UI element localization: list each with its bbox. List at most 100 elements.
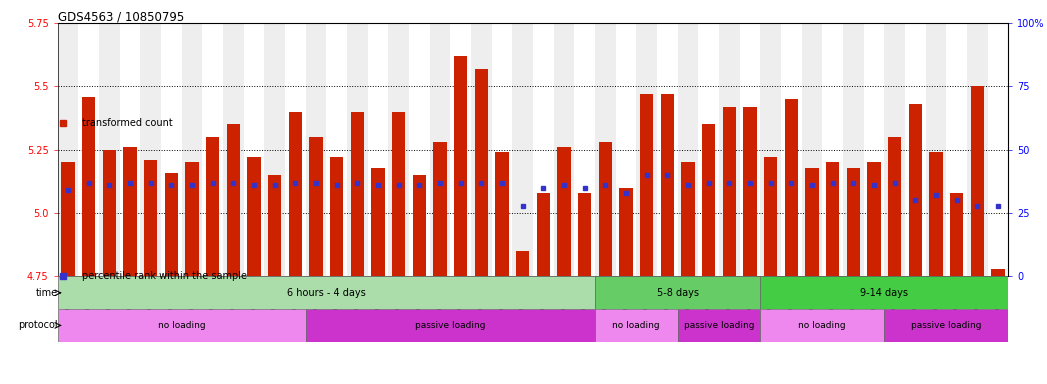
Bar: [124, 147, 137, 276]
Bar: [98, 23, 119, 276]
Bar: [619, 188, 632, 276]
Bar: [495, 152, 509, 276]
Bar: [161, 23, 181, 276]
Bar: [58, 276, 595, 309]
Bar: [760, 309, 885, 342]
Bar: [843, 23, 864, 276]
Bar: [557, 147, 571, 276]
Bar: [536, 193, 550, 276]
Text: 5-8 days: 5-8 days: [656, 288, 698, 298]
Bar: [739, 23, 760, 276]
Bar: [512, 23, 533, 276]
Bar: [143, 160, 157, 276]
Text: passive loading: passive loading: [911, 321, 981, 330]
Bar: [781, 23, 802, 276]
Bar: [185, 162, 199, 276]
Bar: [409, 23, 429, 276]
Bar: [805, 167, 819, 276]
Bar: [285, 23, 306, 276]
Bar: [351, 112, 364, 276]
Bar: [677, 309, 760, 342]
Bar: [347, 23, 367, 276]
Text: 6 hours - 4 days: 6 hours - 4 days: [287, 288, 365, 298]
Text: no loading: no loading: [158, 321, 205, 330]
Bar: [181, 23, 202, 276]
Bar: [58, 309, 306, 342]
Bar: [247, 157, 261, 276]
Bar: [701, 124, 715, 276]
Bar: [306, 23, 327, 276]
Bar: [885, 23, 905, 276]
Text: no loading: no loading: [612, 321, 660, 330]
Text: 9-14 days: 9-14 days: [861, 288, 908, 298]
Bar: [682, 162, 694, 276]
Bar: [450, 23, 471, 276]
Bar: [946, 23, 967, 276]
Bar: [268, 175, 282, 276]
Bar: [367, 23, 388, 276]
Bar: [595, 23, 616, 276]
Bar: [327, 23, 347, 276]
Bar: [867, 162, 881, 276]
Bar: [492, 23, 512, 276]
Bar: [847, 167, 860, 276]
Bar: [533, 23, 554, 276]
Bar: [226, 124, 240, 276]
Bar: [119, 23, 140, 276]
Bar: [967, 23, 987, 276]
Bar: [202, 23, 223, 276]
Bar: [656, 23, 677, 276]
Bar: [905, 23, 926, 276]
Bar: [206, 137, 219, 276]
Bar: [61, 162, 74, 276]
Bar: [223, 23, 244, 276]
Bar: [595, 276, 760, 309]
Bar: [289, 112, 302, 276]
Bar: [595, 309, 677, 342]
Bar: [578, 193, 592, 276]
Bar: [822, 23, 843, 276]
Bar: [309, 137, 322, 276]
Bar: [140, 23, 161, 276]
Bar: [722, 107, 736, 276]
Bar: [764, 157, 777, 276]
Bar: [433, 142, 447, 276]
Bar: [599, 142, 612, 276]
Bar: [971, 86, 984, 276]
Bar: [306, 309, 595, 342]
Bar: [909, 104, 922, 276]
Bar: [429, 23, 450, 276]
Text: protocol: protocol: [18, 320, 58, 331]
Text: time: time: [36, 288, 58, 298]
Text: transformed count: transformed count: [82, 118, 173, 128]
Bar: [784, 99, 798, 276]
Bar: [826, 162, 840, 276]
Bar: [616, 23, 637, 276]
Bar: [637, 23, 656, 276]
Text: GDS4563 / 10850795: GDS4563 / 10850795: [58, 10, 184, 23]
Bar: [392, 112, 405, 276]
Bar: [574, 23, 595, 276]
Bar: [554, 23, 574, 276]
Bar: [244, 23, 264, 276]
Bar: [388, 23, 409, 276]
Bar: [929, 152, 942, 276]
Text: no loading: no loading: [799, 321, 846, 330]
Text: passive loading: passive loading: [684, 321, 754, 330]
Bar: [698, 23, 719, 276]
Bar: [372, 167, 384, 276]
Bar: [888, 137, 901, 276]
Bar: [950, 193, 963, 276]
Bar: [677, 23, 698, 276]
Bar: [330, 157, 343, 276]
Bar: [987, 23, 1008, 276]
Bar: [661, 94, 674, 276]
Bar: [802, 23, 822, 276]
Text: percentile rank within the sample: percentile rank within the sample: [82, 271, 247, 281]
Bar: [885, 309, 1008, 342]
Bar: [516, 251, 530, 276]
Bar: [640, 94, 653, 276]
Bar: [79, 23, 98, 276]
Bar: [413, 175, 426, 276]
Bar: [82, 96, 95, 276]
